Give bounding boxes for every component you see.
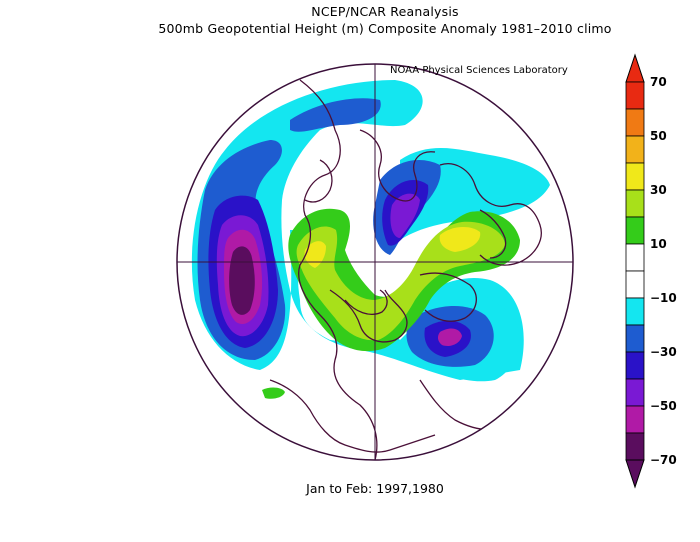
anomaly-neg70-pacific-core (229, 246, 255, 315)
colorbar-bottom-arrow (625, 459, 645, 489)
anomaly-pos10-subtropical (262, 387, 285, 399)
colorbar: 70 50 30 10 −10 −30 −50 −70 (625, 53, 677, 489)
colorbar-tick-label: −10 (650, 291, 677, 305)
colorbar-tick-label: −70 (650, 453, 677, 467)
title-line-2: 500mb Geopotential Height (m) Composite … (158, 21, 612, 36)
colorbar-segment (625, 243, 645, 272)
colorbar-segment (625, 189, 645, 218)
colorbar-segment (625, 108, 645, 137)
colorbar-tick-label: 50 (650, 129, 667, 143)
colorbar-top-arrow (625, 53, 645, 83)
anomaly-field (177, 64, 573, 460)
anomaly-neg30-north (290, 98, 381, 132)
colorbar-tick-label: 10 (650, 237, 667, 251)
colorbar-segment (625, 351, 645, 380)
colorbar-tick-label: −50 (650, 399, 677, 413)
colorbar-segment (625, 135, 645, 164)
colorbar-segment (625, 162, 645, 191)
anomaly-neg50-arctic (390, 193, 420, 238)
colorbar-tick-label: 70 (650, 75, 667, 89)
anomaly-pos30-west (304, 241, 326, 268)
colorbar-tick-label: 30 (650, 183, 667, 197)
anomaly-pos30-europe (439, 226, 481, 252)
map-boundary-circle (176, 63, 574, 461)
credit-label: NOAA Physical Sciences Laboratory (390, 65, 568, 76)
colorbar-segment (625, 405, 645, 434)
colorbar-segment (625, 378, 645, 407)
colorbar-segment (625, 432, 645, 461)
colorbar-segment (625, 216, 645, 245)
colorbar-segment (625, 324, 645, 353)
title-line-1: NCEP/NCAR Reanalysis (311, 4, 459, 19)
footer-period-label: Jan to Feb: 1997,1980 (306, 481, 444, 496)
colorbar-segment (625, 81, 645, 110)
colorbar-segment (625, 297, 645, 326)
colorbar-segment (625, 270, 645, 299)
anomaly-neg60-atlantic (437, 328, 462, 346)
colorbar-tick-label: −30 (650, 345, 677, 359)
